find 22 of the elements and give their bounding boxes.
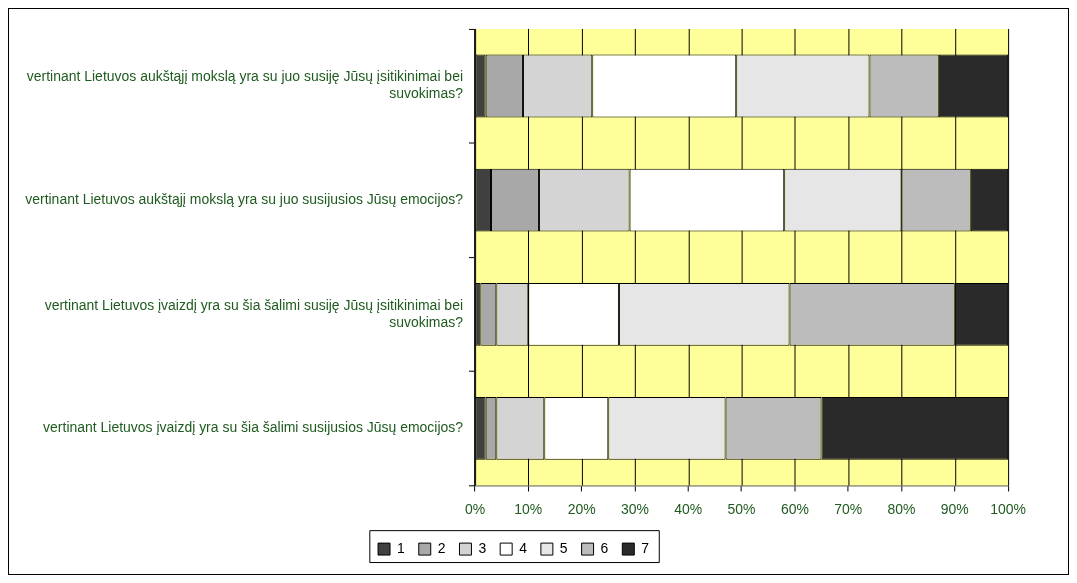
legend-label: 5 bbox=[559, 539, 568, 556]
x-tick-label: 10% bbox=[514, 500, 543, 517]
x-tick-label: 70% bbox=[834, 500, 863, 517]
legend-label: 7 bbox=[641, 539, 650, 556]
x-tick-label: 80% bbox=[887, 500, 916, 517]
x-tick-label: 100% bbox=[990, 500, 1026, 517]
y-tick-label: vertinant Lietuvos aukštąjį mokslą yra su juo susiję Jūsų įsitikinimai bei suvokimas? bbox=[26, 68, 464, 102]
x-tick-label: 90% bbox=[940, 500, 969, 517]
y-tick-label: vertinant Lietuvos įvaizdį yra su šia šalimi susiję Jūsų įsitikinimai bei suvokimas? bbox=[44, 296, 464, 330]
x-tick-label: 20% bbox=[567, 500, 596, 517]
x-tick-label: 50% bbox=[727, 500, 756, 517]
x-tick-label: 30% bbox=[620, 500, 649, 517]
legend-label: 2 bbox=[437, 539, 446, 556]
y-tick-label: vertinant Lietuvos įvaizdį yra su šia šalimi susijusios Jūsų emocijos? bbox=[43, 419, 464, 436]
x-tick-label: 40% bbox=[674, 500, 703, 517]
x-tick-label: 0% bbox=[464, 500, 486, 517]
x-tick-label: 60% bbox=[780, 500, 809, 517]
y-tick-label: vertinant Lietuvos aukštąjį mokslą yra su juo susijusios Jūsų emocijos? bbox=[25, 191, 464, 207]
legend-label: 3 bbox=[478, 539, 487, 556]
legend-label: 6 bbox=[600, 539, 609, 556]
legend-label: 1 bbox=[397, 539, 406, 556]
legend-label: 4 bbox=[519, 539, 528, 556]
